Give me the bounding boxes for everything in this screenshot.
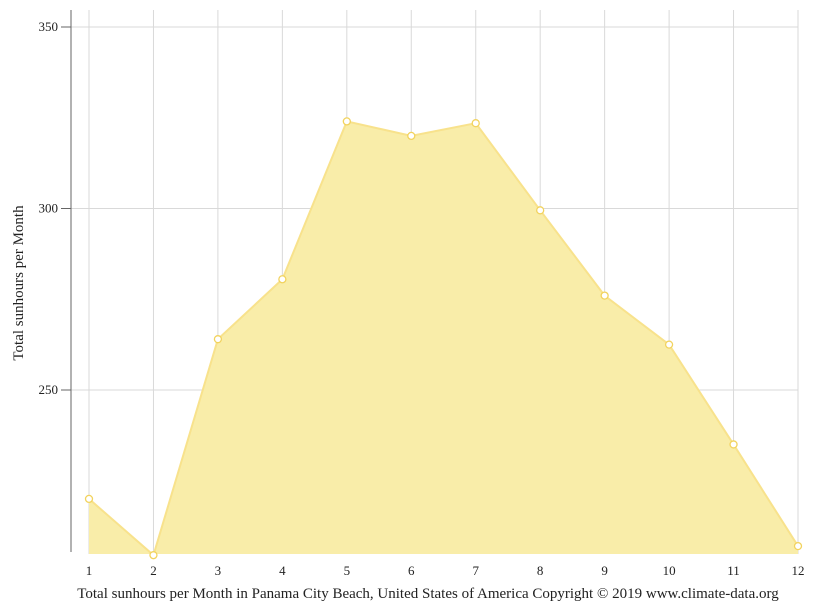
y-axis-title: Total sunhours per Month — [11, 205, 27, 361]
data-point-7 — [471, 119, 480, 128]
data-point-12 — [793, 541, 803, 551]
y-tick-label-350: 350 — [39, 19, 59, 34]
data-point-11 — [729, 440, 738, 449]
series-line — [88, 120, 799, 557]
x-tick-label-8: 8 — [537, 563, 544, 578]
x-tick-label-12: 12 — [792, 563, 805, 578]
area-fill — [89, 121, 798, 556]
x-tick-label-6: 6 — [408, 563, 415, 578]
y-tick-label-300: 300 — [39, 201, 59, 216]
x-tick-label-7: 7 — [472, 563, 479, 578]
area-layer — [88, 120, 799, 557]
x-tick-label-3: 3 — [215, 563, 222, 578]
data-point-8 — [536, 206, 545, 215]
data-point-5 — [342, 117, 351, 126]
y-tick-label-250: 250 — [39, 382, 59, 397]
data-point-10 — [664, 340, 674, 349]
x-tick-label-10: 10 — [663, 563, 676, 578]
x-tick-label-5: 5 — [344, 563, 351, 578]
data-point-6 — [407, 131, 416, 141]
data-point-4 — [278, 275, 287, 284]
data-point-2 — [149, 551, 158, 560]
chart-caption: Total sunhours per Month in Panama City … — [77, 586, 779, 602]
x-tick-label-1: 1 — [86, 563, 93, 578]
x-tick-label-4: 4 — [279, 563, 286, 578]
axis-layer — [61, 10, 72, 552]
x-tick-label-9: 9 — [601, 563, 608, 578]
data-point-1 — [84, 494, 94, 504]
marker-layer — [84, 117, 803, 560]
data-point-3 — [213, 335, 223, 344]
x-tick-label-11: 11 — [727, 563, 740, 578]
data-point-9 — [600, 291, 609, 300]
x-tick-label-2: 2 — [150, 563, 157, 578]
